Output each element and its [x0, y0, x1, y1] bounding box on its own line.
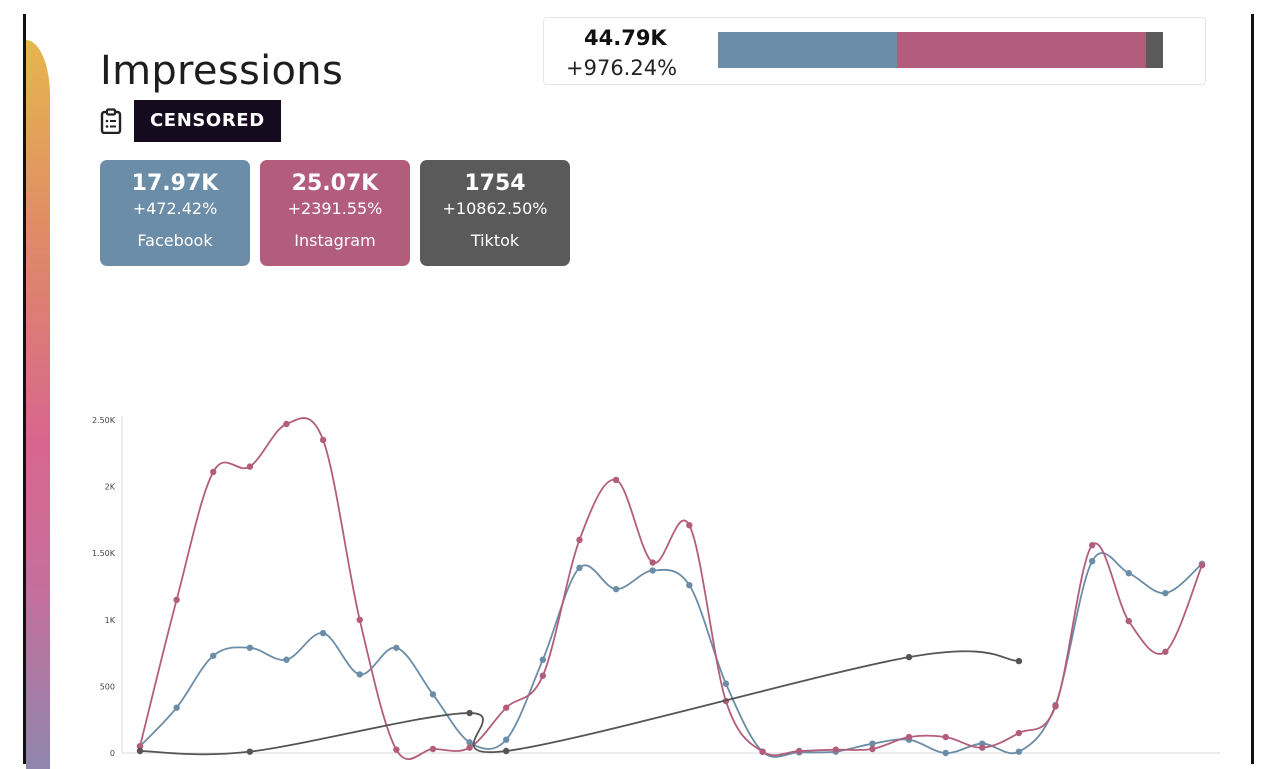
card-change: +10862.50%	[442, 199, 548, 218]
series-point	[429, 691, 437, 698]
series-point	[466, 744, 473, 751]
series-point	[1015, 748, 1023, 755]
series-point	[136, 747, 144, 755]
series-point	[503, 704, 510, 711]
y-tick-label: 0	[110, 749, 115, 758]
series-point	[539, 656, 547, 663]
series-point	[503, 736, 510, 743]
series-point	[759, 748, 766, 755]
series-point	[1125, 617, 1132, 625]
series-point	[942, 733, 949, 741]
summary-total: 44.79K	[584, 26, 667, 50]
card-tiktok[interactable]: 1754 +10862.50% Tiktok	[420, 160, 570, 266]
series-point	[319, 436, 327, 444]
series-point	[283, 420, 290, 428]
series-point	[612, 476, 620, 484]
series-point	[905, 733, 913, 741]
series-point	[356, 616, 363, 623]
platform-cards: 17.97K +472.42% Facebook 25.07K +2391.55…	[100, 160, 570, 266]
share-segment-facebook	[718, 32, 897, 68]
series-point	[210, 468, 217, 476]
series-point	[246, 463, 254, 470]
card-value: 25.07K	[291, 171, 379, 196]
series-point	[979, 744, 986, 751]
card-label: Instagram	[294, 231, 376, 250]
series-point	[832, 746, 839, 753]
series-point	[649, 567, 656, 574]
series-point	[503, 747, 510, 755]
y-tick-label: 2.50K	[92, 416, 116, 425]
series-point	[686, 581, 693, 589]
series-point	[136, 743, 144, 750]
summary-change: +976.24%	[566, 56, 678, 80]
y-tick-label: 1K	[105, 616, 116, 625]
series-point	[576, 564, 583, 572]
series-point	[356, 671, 363, 678]
series-point	[612, 585, 620, 593]
card-label: Facebook	[137, 231, 213, 250]
subtitle-row: CENSORED	[100, 100, 281, 142]
redacted-label: CENSORED	[134, 100, 281, 142]
share-segment-tiktok	[1145, 32, 1163, 68]
series-point	[429, 745, 437, 753]
y-tick-label: 1.50K	[92, 549, 116, 558]
card-facebook[interactable]: 17.97K +472.42% Facebook	[100, 160, 250, 266]
series-point	[1015, 729, 1023, 737]
series-point	[576, 536, 583, 544]
series-point	[246, 644, 254, 651]
series-point	[722, 680, 730, 687]
series-point	[539, 672, 547, 679]
card-change: +2391.55%	[287, 199, 383, 218]
series-line-2	[139, 650, 1019, 756]
series-point	[1088, 557, 1096, 565]
series-point	[1198, 561, 1206, 569]
card-change: +472.42%	[132, 199, 218, 218]
series-point	[319, 629, 327, 637]
card-value: 1754	[464, 171, 526, 196]
series-point	[1052, 703, 1059, 710]
series-point	[1088, 542, 1096, 549]
series-point	[1125, 569, 1132, 577]
series-point	[869, 740, 876, 747]
decorative-gradient-strip	[26, 40, 50, 769]
page-title: Impressions	[100, 48, 344, 94]
series-point	[869, 745, 876, 753]
series-point	[905, 653, 913, 661]
page-left-rule	[23, 14, 26, 764]
series-point	[210, 652, 217, 659]
series-point	[173, 596, 180, 604]
card-label: Tiktok	[470, 231, 520, 250]
series-point	[1162, 648, 1169, 655]
impressions-line-chart: 0 500 1K 1.50K 2K 2.50K	[92, 416, 1220, 760]
series-point	[649, 559, 656, 566]
card-instagram[interactable]: 25.07K +2391.55% Instagram	[260, 160, 410, 266]
series-point	[393, 644, 400, 651]
series-point	[173, 704, 180, 711]
series-point	[686, 522, 693, 529]
share-stacked-bar	[718, 32, 1163, 68]
y-tick-label: 2K	[105, 483, 116, 492]
series-point	[942, 749, 949, 757]
card-value: 17.97K	[131, 171, 219, 196]
series-point	[393, 746, 400, 753]
page-right-rule	[1251, 14, 1254, 764]
share-segment-instagram	[896, 32, 1146, 68]
series-line-1	[139, 417, 1203, 760]
series-point	[283, 656, 290, 663]
series-point	[246, 748, 254, 755]
series-point	[466, 709, 473, 717]
series-point	[795, 747, 803, 755]
series-point	[1015, 657, 1023, 665]
y-tick-label: 500	[100, 682, 115, 691]
summary-panel: 44.79K +976.24%	[543, 17, 1206, 85]
series-point	[1162, 589, 1169, 597]
series-point	[466, 739, 473, 746]
clipboard-icon	[100, 108, 122, 135]
